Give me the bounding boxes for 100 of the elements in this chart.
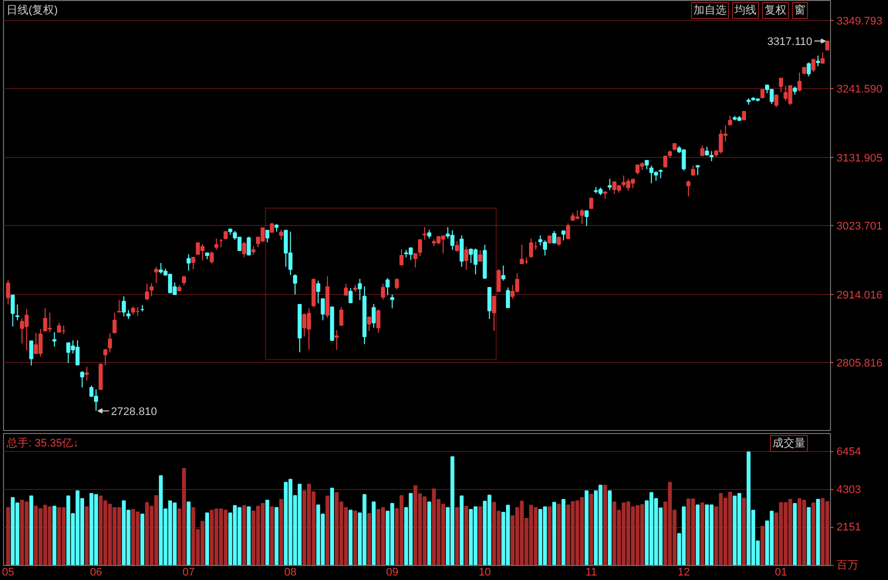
- candlestick: [117, 300, 122, 313]
- candlestick: [580, 208, 584, 225]
- candlestick: [501, 265, 506, 282]
- bar: [367, 513, 372, 566]
- candlestick: [214, 238, 218, 250]
- bar: [98, 496, 103, 566]
- candlestick: [84, 366, 89, 382]
- candlestick: [608, 178, 612, 191]
- candlestick: [422, 226, 427, 240]
- bar: [464, 506, 468, 566]
- bar: [742, 498, 746, 566]
- bar: [205, 512, 210, 566]
- bar: [265, 500, 270, 566]
- y-tick-label: 6454: [836, 446, 861, 458]
- annotation: 窗: [794, 4, 806, 16]
- bar: [792, 503, 797, 566]
- candlestick: [386, 278, 390, 296]
- candlestick: [29, 340, 34, 366]
- bar: [274, 507, 278, 566]
- bar: [816, 498, 820, 566]
- bar: [131, 509, 136, 566]
- candlestick: [380, 283, 386, 300]
- bar: [330, 488, 334, 566]
- candlestick: [15, 304, 20, 321]
- candlestick: [242, 241, 246, 258]
- candlestick: [464, 246, 468, 270]
- y-tick-label: 2805.816: [836, 357, 882, 370]
- candlestick: [144, 283, 149, 301]
- candlestick: [806, 62, 811, 77]
- candlestick: [348, 288, 353, 304]
- x-tick-label: 09: [386, 566, 398, 578]
- candlestick: [112, 312, 117, 334]
- bar: [427, 501, 432, 566]
- candlestick: [154, 266, 158, 284]
- candlestick: [700, 144, 704, 156]
- candlestick: [6, 280, 10, 306]
- bar: [737, 493, 742, 566]
- candlestick: [334, 330, 339, 350]
- candlestick: [455, 240, 460, 252]
- bar: [700, 502, 704, 566]
- candlestick: [390, 294, 394, 309]
- candlestick: [344, 283, 348, 296]
- bar: [140, 514, 144, 566]
- bar: [811, 502, 816, 566]
- bar: [746, 451, 751, 566]
- candlestick: [80, 370, 84, 388]
- bar: [279, 499, 284, 566]
- bar: [270, 506, 274, 566]
- candlestick: [487, 287, 492, 320]
- bar: [186, 501, 191, 566]
- candlestick: [210, 251, 214, 264]
- bar: [548, 506, 552, 566]
- candlestick: [122, 296, 126, 317]
- x-tick-label: 10: [478, 566, 491, 578]
- candlestick: [686, 180, 690, 197]
- bar: [584, 490, 589, 566]
- candlestick: [150, 282, 154, 297]
- bar: [52, 506, 56, 566]
- bar: [460, 495, 464, 566]
- annotation: 3317.110: [767, 36, 812, 48]
- bar: [372, 501, 376, 566]
- bar: [608, 490, 612, 566]
- bar: [353, 510, 358, 566]
- x-tick-label: 12: [678, 566, 690, 578]
- candlestick: [584, 210, 589, 226]
- bar: [29, 495, 34, 566]
- y-tick-label: 2151: [836, 522, 861, 534]
- bar: [455, 507, 459, 566]
- bar: [242, 505, 246, 566]
- x-tick-label: 06: [90, 566, 102, 578]
- candlestick: [635, 164, 640, 175]
- bar: [552, 502, 556, 566]
- candlestick: [57, 322, 62, 333]
- y-tick-label: 3023.701: [836, 220, 882, 232]
- y-tick-label: 2914.016: [836, 289, 882, 302]
- chart-title: 日线(复权): [6, 4, 58, 16]
- candlestick: [20, 318, 24, 344]
- candlestick: [394, 278, 399, 290]
- candlestick: [320, 298, 325, 321]
- bar: [760, 526, 764, 566]
- candlestick: [358, 278, 362, 301]
- candlestick: [552, 230, 556, 244]
- candlestick: [10, 294, 15, 328]
- y-tick-label: 3241.590: [836, 84, 882, 96]
- candlestick: [520, 244, 524, 264]
- x-tick-label: 07: [182, 566, 195, 578]
- candlestick: [506, 287, 510, 308]
- bar: [562, 499, 566, 566]
- bar: [348, 510, 353, 566]
- candlestick: [589, 198, 594, 209]
- x-tick-label: 05: [2, 566, 14, 578]
- bar: [6, 507, 10, 566]
- candlestick: [237, 236, 242, 251]
- annotation: 均线: [734, 4, 756, 16]
- bar: [478, 506, 482, 566]
- bar: [84, 506, 89, 566]
- bar: [589, 494, 594, 566]
- y-tick-label: 百万: [836, 560, 858, 572]
- chart-title: 总手: 35.35亿↓: [6, 436, 79, 450]
- candlestick: [191, 256, 196, 270]
